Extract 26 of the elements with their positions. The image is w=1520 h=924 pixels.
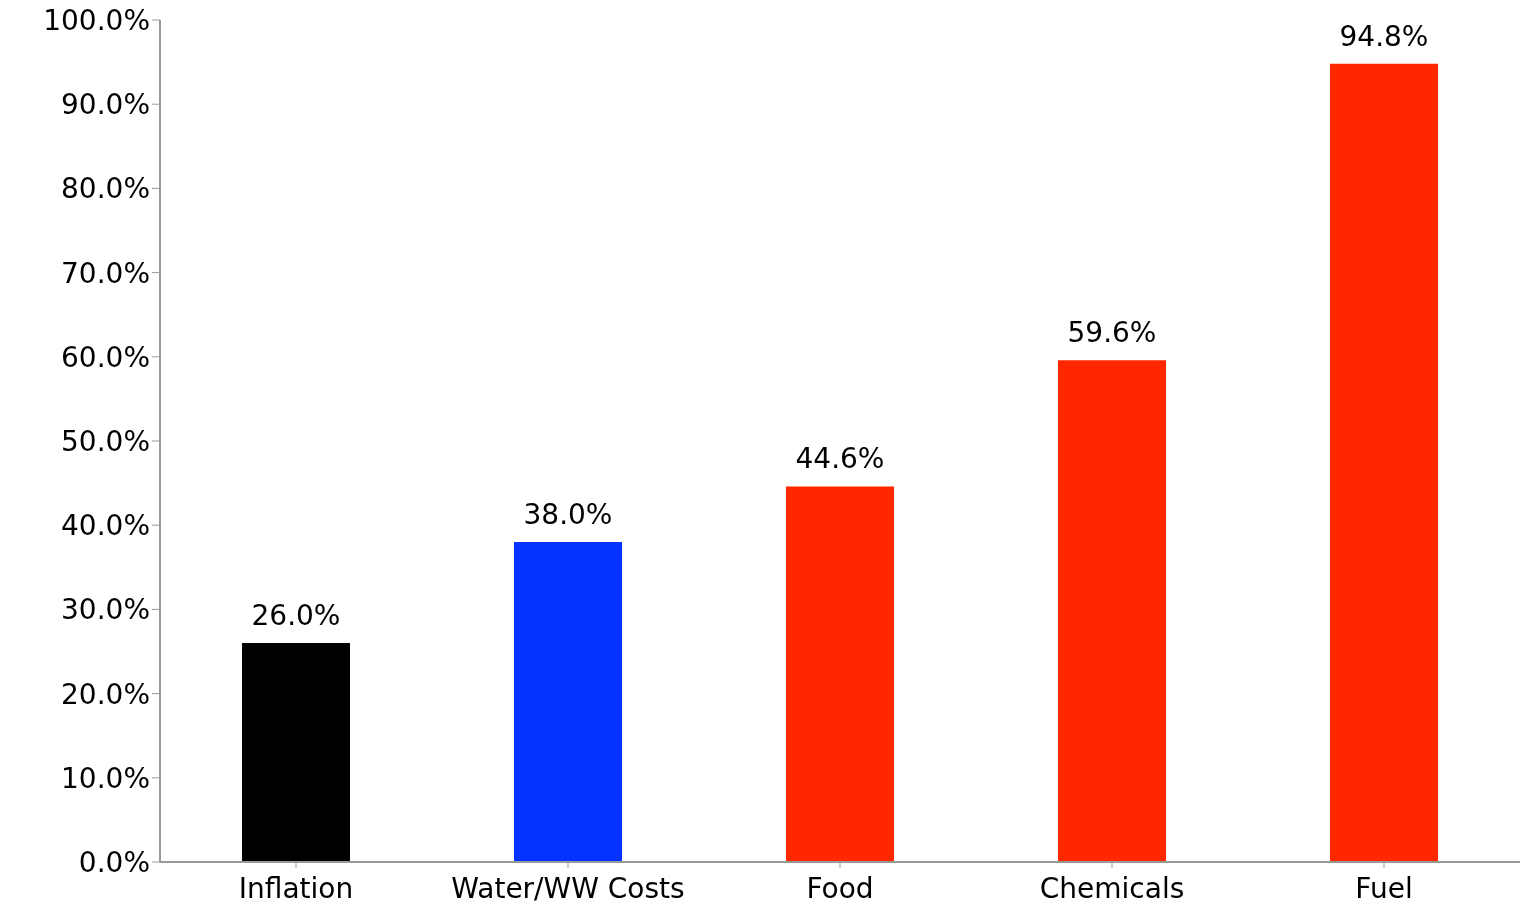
y-tick-label: 90.0% [61,88,150,122]
y-tick-label: 0.0% [78,845,150,879]
data-label: 26.0% [251,599,341,633]
y-tick-label: 60.0% [61,340,150,374]
data-label: 38.0% [523,498,613,532]
data-label: 59.6% [1067,316,1157,350]
x-tick-label: Fuel [1355,871,1413,905]
y-tick-label: 40.0% [61,509,150,543]
x-tick-label: Water/WW Costs [451,871,685,905]
y-tick-label: 10.0% [61,761,150,795]
data-label: 94.8% [1339,19,1429,53]
bar [1058,360,1166,862]
bar [514,542,622,862]
bar [786,486,894,862]
x-tick-label: Food [806,871,874,905]
y-tick-label: 20.0% [61,677,150,711]
bar [242,643,350,862]
data-label: 44.6% [795,442,885,476]
x-tick-label: Inflation [238,871,354,905]
y-tick-label: 30.0% [61,593,150,627]
x-tick-label: Chemicals [1039,871,1185,905]
y-tick-label: 100.0% [43,3,150,37]
y-tick-label: 50.0% [61,424,150,458]
y-tick-label: 80.0% [61,172,150,206]
y-tick-label: 70.0% [61,256,150,290]
bar [1330,63,1438,862]
